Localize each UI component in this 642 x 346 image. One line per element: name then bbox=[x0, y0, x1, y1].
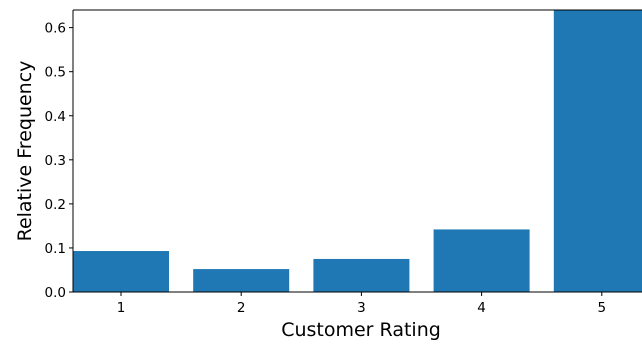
bar-rating-5 bbox=[553, 10, 642, 292]
y-ticks-group: 0.0 0.1 0.2 0.3 0.4 0.5 0.6 bbox=[45, 21, 73, 301]
axes-frame bbox=[72, 9, 642, 293]
y-axis-label: Relative Frequency bbox=[14, 61, 36, 242]
bar-rating-4 bbox=[433, 229, 530, 292]
x-tick-label: 3 bbox=[357, 300, 366, 316]
x-axis-label: Customer Rating bbox=[281, 319, 441, 341]
x-tick-label: 4 bbox=[477, 300, 486, 316]
bar-rating-2 bbox=[193, 269, 290, 292]
y-tick-label: 0.2 bbox=[45, 197, 66, 213]
bars-group bbox=[73, 10, 642, 292]
y-tick-label: 0.0 bbox=[45, 285, 66, 301]
x-tick-label: 2 bbox=[237, 300, 246, 316]
x-ticks-group: 1 2 3 4 5 bbox=[117, 292, 606, 316]
y-tick-label: 0.3 bbox=[45, 153, 66, 169]
x-tick-label: 5 bbox=[598, 300, 607, 316]
x-tick-label: 1 bbox=[117, 300, 126, 316]
y-tick-label: 0.4 bbox=[45, 109, 66, 125]
y-tick-label: 0.5 bbox=[45, 65, 66, 81]
y-tick-label: 0.1 bbox=[45, 241, 66, 257]
bar-rating-3 bbox=[313, 258, 410, 292]
y-tick-label: 0.6 bbox=[45, 21, 66, 37]
bar-rating-1 bbox=[73, 251, 169, 292]
